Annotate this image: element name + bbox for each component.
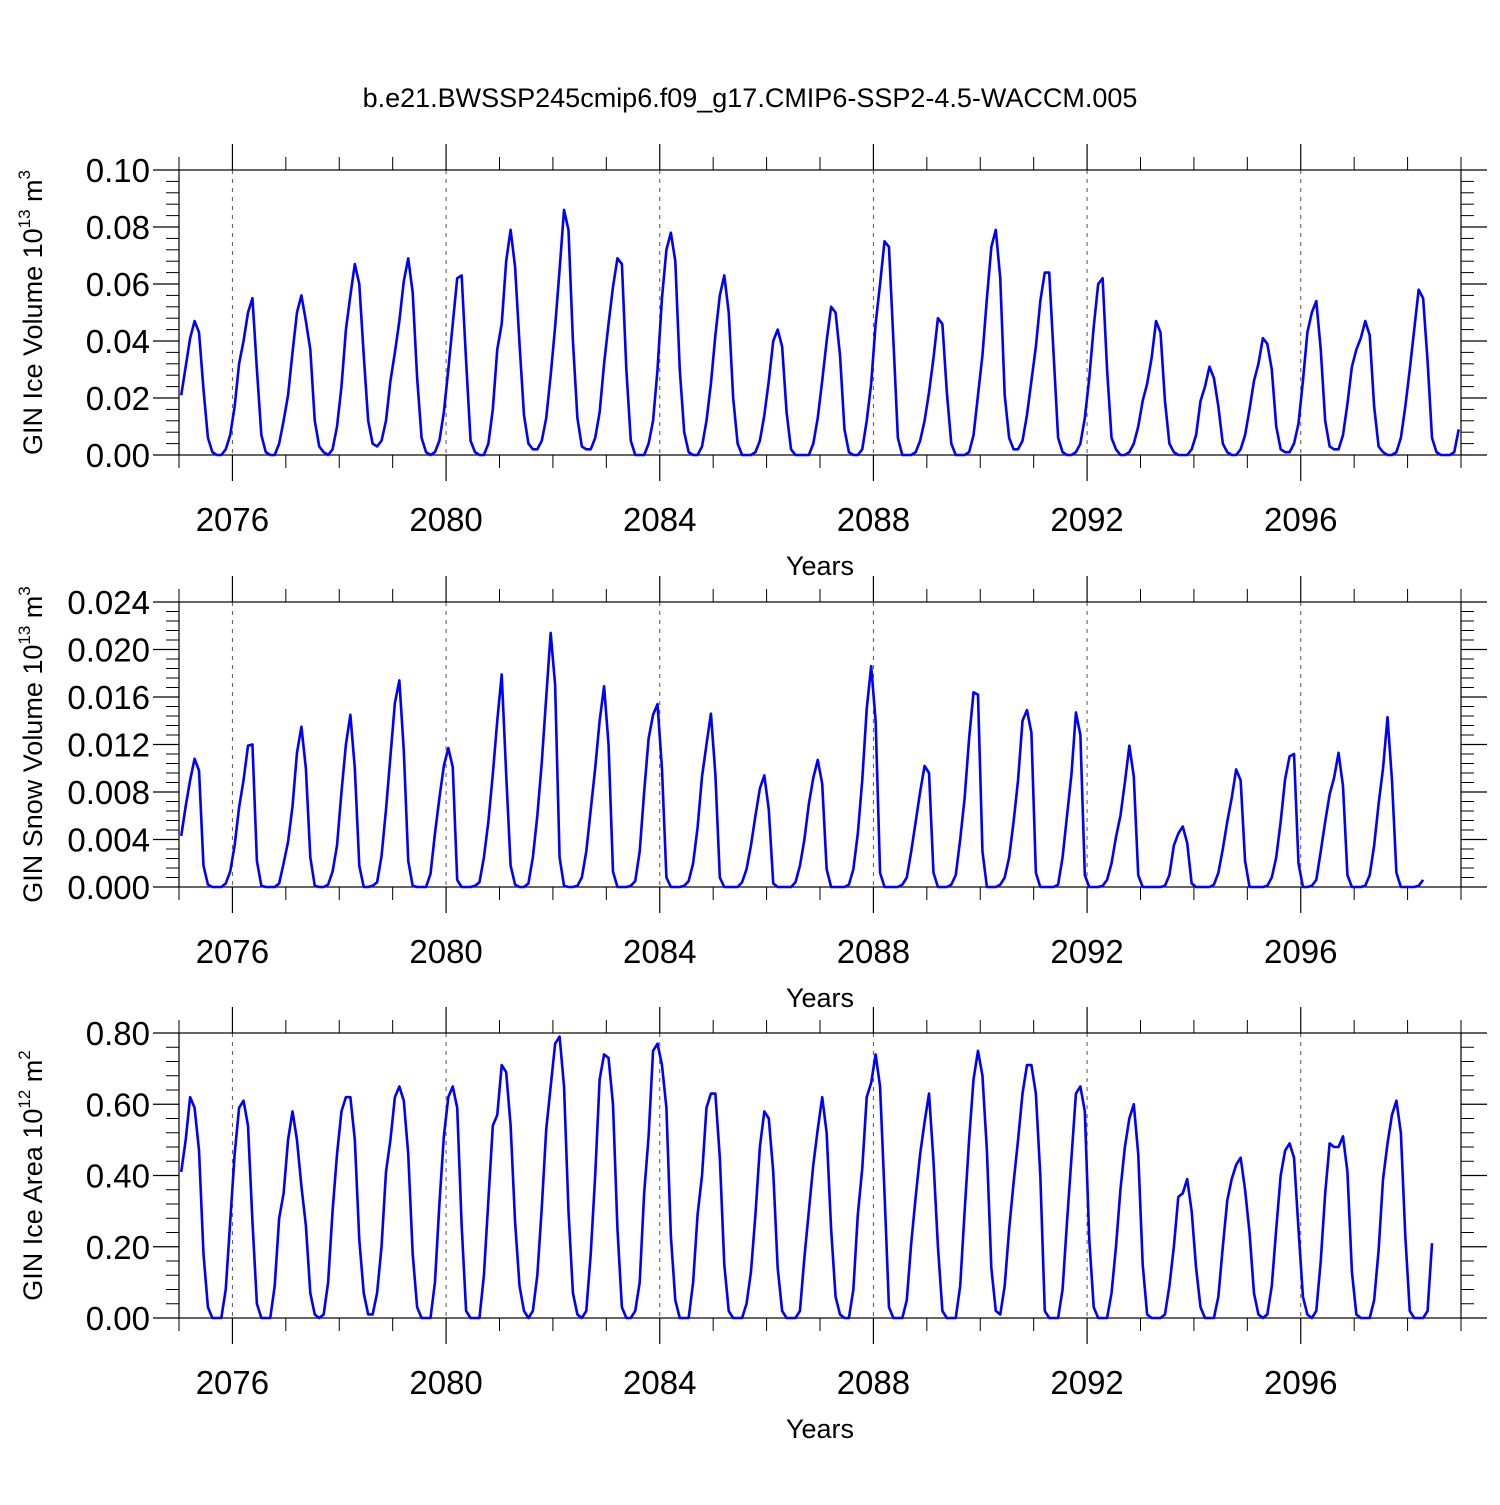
plot-frame <box>178 601 1462 888</box>
y-tick-label: 0.008 <box>67 774 150 811</box>
y-axis-label: GIN Ice Area 1012 m2 <box>15 1050 48 1301</box>
y-axis-label-unit: m <box>18 1060 48 1090</box>
x-axis-label: Years <box>786 551 854 581</box>
y-tick-label: 0.00 <box>86 437 150 474</box>
series-line <box>179 208 1460 457</box>
x-tick-label: 2076 <box>196 933 269 970</box>
plot-frame <box>178 169 1462 456</box>
y-tick-label: 0.012 <box>67 727 150 764</box>
x-tick-label: 2088 <box>837 933 910 970</box>
x-tick-label: 2092 <box>1050 1364 1123 1401</box>
y-tick-label: 0.04 <box>86 323 150 360</box>
y-axis-label-exponent: 13 <box>15 209 34 228</box>
y-axis-label-unit: m <box>18 596 48 626</box>
x-tick-label: 2084 <box>623 933 696 970</box>
y-axis-label-unit-exponent: 2 <box>15 1050 34 1059</box>
y-tick-label: 0.60 <box>86 1086 150 1123</box>
plot-frame <box>178 1032 1462 1319</box>
x-tick-label: 2076 <box>196 1364 269 1401</box>
x-tick-label: 2080 <box>409 501 482 538</box>
chart-panel-2: 0.000 0.004 0.008 0.012 0.016 0.020 0.024 2076 2… <box>15 576 1487 1013</box>
chart-panel-1: 0.00 0.02 0.04 0.06 0.08 0.10 2076 2080 2084 2088… <box>15 144 1487 581</box>
chart-panel-3: 0.00 0.20 0.40 0.60 0.80 2076 2080 2084 2088 2092… <box>15 1007 1487 1444</box>
series-line <box>179 631 1425 889</box>
y-tick-label: 0.004 <box>67 822 150 859</box>
x-tick-label: 2084 <box>623 1364 696 1401</box>
y-axis-label-unit-exponent: 3 <box>15 170 34 179</box>
x-tick-label: 2076 <box>196 501 269 538</box>
y-tick-label: 0.10 <box>86 152 150 189</box>
x-tick-label: 2096 <box>1264 501 1337 538</box>
y-axis-label-unit-exponent: 3 <box>15 586 34 595</box>
y-axis-label-unit: m <box>18 179 48 209</box>
y-axis-label-main: GIN Ice Volume 10 <box>18 228 48 455</box>
x-tick-label: 2080 <box>409 933 482 970</box>
y-tick-label: 0.40 <box>86 1158 150 1195</box>
x-axis-label: Years <box>786 983 854 1013</box>
y-axis-label-exponent: 12 <box>15 1090 34 1109</box>
x-axis-label: Years <box>786 1414 854 1444</box>
x-tick-label: 2088 <box>837 501 910 538</box>
x-tick-label: 2092 <box>1050 933 1123 970</box>
figure-title: b.e21.BWSSP245cmip6.f09_g17.CMIP6-SSP2-4… <box>363 83 1138 113</box>
y-tick-label: 0.02 <box>86 380 150 417</box>
x-tick-label: 2096 <box>1264 1364 1337 1401</box>
y-axis-label: GIN Ice Volume 1013 m3 <box>15 170 48 455</box>
series-line <box>179 1035 1434 1320</box>
y-tick-label: 0.00 <box>86 1300 150 1337</box>
x-tick-label: 2096 <box>1264 933 1337 970</box>
y-axis-label-exponent: 13 <box>15 626 34 645</box>
x-tick-label: 2084 <box>623 501 696 538</box>
x-tick-label: 2088 <box>837 1364 910 1401</box>
y-tick-label: 0.08 <box>86 209 150 246</box>
y-tick-label: 0.020 <box>67 632 150 669</box>
x-tick-label: 2080 <box>409 1364 482 1401</box>
y-axis-label: GIN Snow Volume 1013 m3 <box>15 586 48 903</box>
y-tick-label: 0.016 <box>67 679 150 716</box>
y-axis-label-main: GIN Ice Area 10 <box>18 1109 48 1301</box>
y-tick-label: 0.80 <box>86 1015 150 1052</box>
x-tick-label: 2092 <box>1050 501 1123 538</box>
y-tick-label: 0.000 <box>67 869 150 906</box>
y-tick-label: 0.20 <box>86 1229 150 1266</box>
y-axis-label-main: GIN Snow Volume 10 <box>18 645 48 903</box>
y-tick-label: 0.06 <box>86 266 150 303</box>
y-tick-label: 0.024 <box>67 584 150 621</box>
